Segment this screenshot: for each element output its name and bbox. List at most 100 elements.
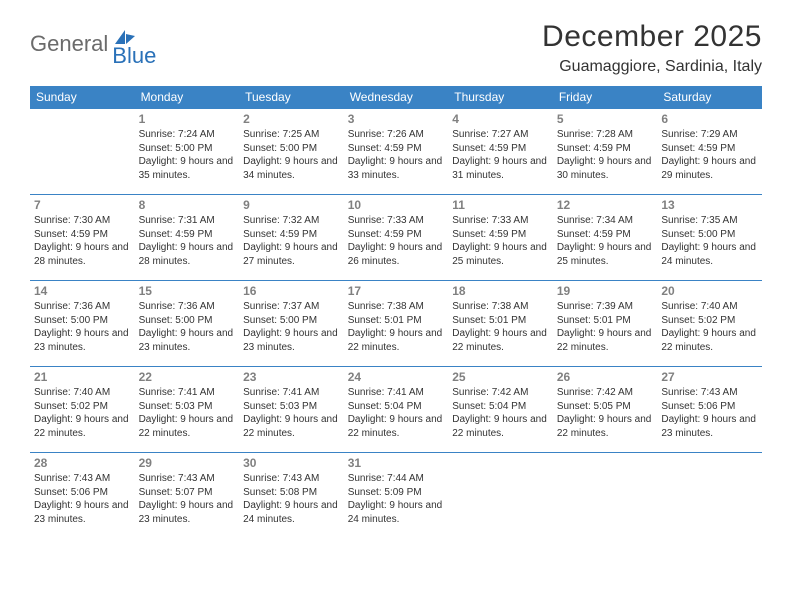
- day-info: Sunrise: 7:34 AMSunset: 4:59 PMDaylight:…: [557, 214, 654, 268]
- calendar-cell: 4 Sunrise: 7:27 AMSunset: 4:59 PMDaylight…: [448, 109, 553, 195]
- day-info: Sunrise: 7:36 AMSunset: 5:00 PMDaylight:…: [34, 300, 131, 354]
- title-block: December 2025 Guamaggiore, Sardinia, Ita…: [542, 20, 762, 76]
- calendar-cell: [657, 453, 762, 539]
- day-info: Sunrise: 7:29 AMSunset: 4:59 PMDaylight:…: [661, 128, 758, 182]
- day-number: 15: [139, 284, 236, 298]
- calendar-cell: 18 Sunrise: 7:38 AMSunset: 5:01 PMDayligh…: [448, 281, 553, 367]
- calendar-cell: 16 Sunrise: 7:37 AMSunset: 5:00 PMDayligh…: [239, 281, 344, 367]
- weekday-header: Tuesday: [239, 86, 344, 109]
- day-info: Sunrise: 7:25 AMSunset: 5:00 PMDaylight:…: [243, 128, 340, 182]
- day-info: Sunrise: 7:38 AMSunset: 5:01 PMDaylight:…: [452, 300, 549, 354]
- calendar-cell: 5 Sunrise: 7:28 AMSunset: 4:59 PMDaylight…: [553, 109, 658, 195]
- day-info: Sunrise: 7:31 AMSunset: 4:59 PMDaylight:…: [139, 214, 236, 268]
- day-number: 3: [348, 112, 445, 126]
- calendar-cell: 27 Sunrise: 7:43 AMSunset: 5:06 PMDayligh…: [657, 367, 762, 453]
- calendar-cell: [30, 109, 135, 195]
- day-number: 9: [243, 198, 340, 212]
- day-info: Sunrise: 7:26 AMSunset: 4:59 PMDaylight:…: [348, 128, 445, 182]
- day-number: 25: [452, 370, 549, 384]
- day-number: 2: [243, 112, 340, 126]
- calendar-table: Sunday Monday Tuesday Wednesday Thursday…: [30, 86, 762, 539]
- day-number: 13: [661, 198, 758, 212]
- day-info: Sunrise: 7:44 AMSunset: 5:09 PMDaylight:…: [348, 472, 445, 526]
- day-number: 29: [139, 456, 236, 470]
- calendar-cell: 17Sunrise: 7:38 AMSunset: 5:01 PMDayligh…: [344, 281, 449, 367]
- day-number: 21: [34, 370, 131, 384]
- day-number: 24: [348, 370, 445, 384]
- calendar-week-row: 1Sunrise: 7:24 AMSunset: 5:00 PMDaylight…: [30, 109, 762, 195]
- page-title: December 2025: [542, 20, 762, 54]
- calendar-cell: 3 Sunrise: 7:26 AMSunset: 4:59 PMDaylight…: [344, 109, 449, 195]
- logo-text-blue: Blue: [112, 43, 156, 69]
- calendar-cell: 30 Sunrise: 7:43 AMSunset: 5:08 PMDayligh…: [239, 453, 344, 539]
- day-number: 20: [661, 284, 758, 298]
- day-info: Sunrise: 7:28 AMSunset: 4:59 PMDaylight:…: [557, 128, 654, 182]
- day-number: 23: [243, 370, 340, 384]
- calendar-cell: 15 Sunrise: 7:36 AMSunset: 5:00 PMDayligh…: [135, 281, 240, 367]
- day-number: 8: [139, 198, 236, 212]
- weekday-header-row: Sunday Monday Tuesday Wednesday Thursday…: [30, 86, 762, 109]
- calendar-cell: 10 Sunrise: 7:33 AMSunset: 4:59 PMDayligh…: [344, 195, 449, 281]
- day-number: 11: [452, 198, 549, 212]
- calendar-cell: 24Sunrise: 7:41 AMSunset: 5:04 PMDayligh…: [344, 367, 449, 453]
- day-number: 27: [661, 370, 758, 384]
- location-subtitle: Guamaggiore, Sardinia, Italy: [542, 58, 762, 76]
- logo: General Blue: [30, 20, 182, 59]
- calendar-week-row: 14Sunrise: 7:36 AMSunset: 5:00 PMDayligh…: [30, 281, 762, 367]
- calendar-cell: 29 Sunrise: 7:43 AMSunset: 5:07 PMDayligh…: [135, 453, 240, 539]
- day-number: 17: [348, 284, 445, 298]
- weekday-header: Thursday: [448, 86, 553, 109]
- day-number: 19: [557, 284, 654, 298]
- calendar-cell: 13 Sunrise: 7:35 AMSunset: 5:00 PMDayligh…: [657, 195, 762, 281]
- calendar-cell: 6 Sunrise: 7:29 AMSunset: 4:59 PMDaylight…: [657, 109, 762, 195]
- calendar-cell: 28Sunrise: 7:43 AMSunset: 5:06 PMDayligh…: [30, 453, 135, 539]
- day-info: Sunrise: 7:35 AMSunset: 5:00 PMDaylight:…: [661, 214, 758, 268]
- calendar-cell: 11Sunrise: 7:33 AMSunset: 4:59 PMDayligh…: [448, 195, 553, 281]
- day-info: Sunrise: 7:37 AMSunset: 5:00 PMDaylight:…: [243, 300, 340, 354]
- day-info: Sunrise: 7:33 AMSunset: 4:59 PMDaylight:…: [348, 214, 445, 268]
- day-info: Sunrise: 7:43 AMSunset: 5:06 PMDaylight:…: [661, 386, 758, 440]
- day-number: 10: [348, 198, 445, 212]
- day-number: 4: [452, 112, 549, 126]
- calendar-cell: 31 Sunrise: 7:44 AMSunset: 5:09 PMDayligh…: [344, 453, 449, 539]
- day-number: 22: [139, 370, 236, 384]
- calendar-cell: 8 Sunrise: 7:31 AMSunset: 4:59 PMDaylight…: [135, 195, 240, 281]
- calendar-cell: 21 Sunrise: 7:40 AMSunset: 5:02 PMDayligh…: [30, 367, 135, 453]
- day-number: 18: [452, 284, 549, 298]
- calendar-cell: 26Sunrise: 7:42 AMSunset: 5:05 PMDayligh…: [553, 367, 658, 453]
- weekday-header: Friday: [553, 86, 658, 109]
- day-info: Sunrise: 7:30 AMSunset: 4:59 PMDaylight:…: [34, 214, 131, 268]
- calendar-week-row: 7 Sunrise: 7:30 AMSunset: 4:59 PMDaylight…: [30, 195, 762, 281]
- header: General Blue December 2025 Guamaggiore, …: [30, 20, 762, 76]
- calendar-week-row: 21 Sunrise: 7:40 AMSunset: 5:02 PMDayligh…: [30, 367, 762, 453]
- day-info: Sunrise: 7:32 AMSunset: 4:59 PMDaylight:…: [243, 214, 340, 268]
- day-number: 7: [34, 198, 131, 212]
- day-info: Sunrise: 7:40 AMSunset: 5:02 PMDaylight:…: [34, 386, 131, 440]
- calendar-cell: 7 Sunrise: 7:30 AMSunset: 4:59 PMDaylight…: [30, 195, 135, 281]
- day-number: 12: [557, 198, 654, 212]
- day-info: Sunrise: 7:42 AMSunset: 5:04 PMDaylight:…: [452, 386, 549, 440]
- day-number: 31: [348, 456, 445, 470]
- day-number: 30: [243, 456, 340, 470]
- weekday-header: Monday: [135, 86, 240, 109]
- day-number: 1: [139, 112, 236, 126]
- day-info: Sunrise: 7:41 AMSunset: 5:03 PMDaylight:…: [243, 386, 340, 440]
- day-info: Sunrise: 7:39 AMSunset: 5:01 PMDaylight:…: [557, 300, 654, 354]
- day-info: Sunrise: 7:40 AMSunset: 5:02 PMDaylight:…: [661, 300, 758, 354]
- logo-text-general: General: [30, 31, 108, 57]
- day-info: Sunrise: 7:41 AMSunset: 5:03 PMDaylight:…: [139, 386, 236, 440]
- day-number: 16: [243, 284, 340, 298]
- day-number: 28: [34, 456, 131, 470]
- weekday-header: Wednesday: [344, 86, 449, 109]
- calendar-cell: 20 Sunrise: 7:40 AMSunset: 5:02 PMDayligh…: [657, 281, 762, 367]
- day-info: Sunrise: 7:36 AMSunset: 5:00 PMDaylight:…: [139, 300, 236, 354]
- calendar-cell: 23 Sunrise: 7:41 AMSunset: 5:03 PMDayligh…: [239, 367, 344, 453]
- calendar-cell: 14Sunrise: 7:36 AMSunset: 5:00 PMDayligh…: [30, 281, 135, 367]
- weekday-header: Sunday: [30, 86, 135, 109]
- calendar-cell: 1Sunrise: 7:24 AMSunset: 5:00 PMDaylight…: [135, 109, 240, 195]
- day-number: 6: [661, 112, 758, 126]
- day-info: Sunrise: 7:27 AMSunset: 4:59 PMDaylight:…: [452, 128, 549, 182]
- day-number: 5: [557, 112, 654, 126]
- day-info: Sunrise: 7:43 AMSunset: 5:08 PMDaylight:…: [243, 472, 340, 526]
- day-info: Sunrise: 7:43 AMSunset: 5:07 PMDaylight:…: [139, 472, 236, 526]
